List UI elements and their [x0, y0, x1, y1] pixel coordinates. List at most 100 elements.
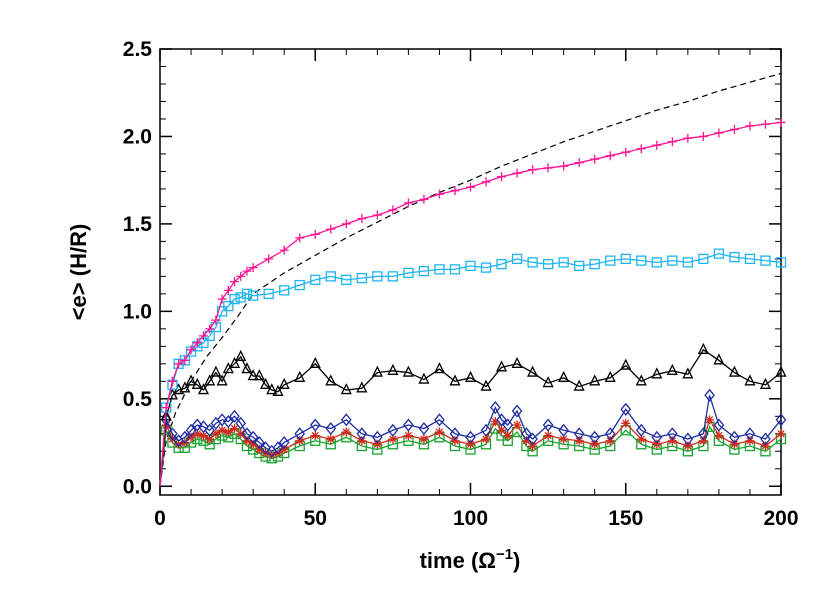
data-point [589, 430, 601, 444]
data-point [198, 431, 208, 441]
data-point [253, 369, 265, 381]
data-point [418, 422, 430, 436]
data-point [372, 430, 383, 444]
data-point [272, 384, 284, 396]
data-point [310, 229, 320, 239]
data-point [371, 365, 383, 377]
data-point [229, 409, 240, 423]
data-point [558, 370, 570, 382]
series-line [159, 252, 782, 487]
data-point [223, 285, 233, 295]
data-point [167, 427, 178, 441]
data-point [651, 367, 663, 379]
data-point [666, 427, 678, 441]
data-point [621, 418, 631, 428]
data-point [254, 436, 265, 450]
data-point [309, 356, 321, 368]
data-point [294, 370, 306, 382]
data-point [186, 432, 196, 442]
data-point [211, 429, 221, 439]
x-tick-label: 150 [608, 507, 643, 530]
data-point [573, 379, 585, 391]
data-point [465, 260, 476, 272]
data-point [497, 172, 507, 182]
data-point [205, 434, 215, 444]
data-point [403, 198, 413, 208]
data-point [745, 121, 755, 131]
data-point [242, 436, 252, 446]
data-point [651, 430, 663, 444]
data-point [434, 413, 445, 427]
data-point [278, 436, 290, 450]
data-point [294, 427, 306, 441]
data-point [372, 210, 382, 220]
series-4 [159, 415, 786, 487]
data-point [704, 388, 715, 402]
data-point [403, 418, 414, 432]
data-point [222, 415, 234, 429]
data-point [589, 258, 600, 270]
data-point [713, 248, 725, 259]
data-point [480, 423, 492, 437]
data-point [698, 427, 709, 441]
data-point [241, 427, 253, 441]
data-point [714, 431, 724, 441]
data-point [247, 290, 259, 301]
data-point [605, 151, 615, 161]
data-point [574, 158, 584, 168]
data-point [161, 403, 171, 413]
series-line [159, 395, 782, 487]
data-point [464, 370, 477, 382]
data-point [191, 418, 203, 432]
data-point [667, 436, 677, 446]
data-point [260, 441, 271, 455]
data-point [387, 423, 399, 437]
y-tick-label: 2.0 [123, 125, 152, 148]
data-point [180, 355, 190, 365]
x-tick-label: 50 [304, 507, 327, 530]
data-point [604, 370, 616, 382]
data-point [760, 119, 770, 129]
data-point [760, 441, 770, 451]
data-point [235, 292, 246, 303]
data-point [210, 365, 222, 377]
data-point [543, 163, 553, 173]
data-point [340, 413, 352, 427]
data-point [528, 441, 538, 451]
data-point [635, 374, 647, 386]
data-point [729, 251, 740, 263]
data-point [714, 128, 724, 138]
data-point [192, 338, 202, 348]
y-tick-label: 1.5 [123, 213, 153, 236]
data-point [419, 194, 429, 204]
data-point [760, 432, 771, 446]
data-point [527, 365, 539, 377]
data-point [235, 349, 247, 361]
data-point [403, 431, 413, 441]
data-point [744, 374, 756, 386]
data-point [574, 260, 585, 272]
data-point [776, 429, 786, 439]
data-point [434, 264, 445, 275]
data-point [667, 137, 677, 147]
data-point [198, 331, 208, 341]
y-axis-ticks: 0.0 0.5 1.0 1.5 2.0 2.5 [123, 38, 781, 498]
data-point [211, 315, 221, 325]
data-point [605, 436, 615, 446]
reference-curve [159, 72, 782, 487]
data-point [490, 417, 500, 427]
data-point [356, 427, 368, 441]
data-point [223, 300, 234, 312]
data-point [511, 253, 523, 265]
data-point [698, 436, 708, 446]
data-point [705, 415, 715, 425]
data-point [698, 253, 709, 265]
data-point [433, 362, 446, 374]
data-point [496, 258, 507, 270]
series-line [159, 425, 782, 487]
data-point [542, 418, 554, 432]
data-point [620, 253, 631, 265]
data-point [341, 219, 351, 229]
data-point [697, 342, 709, 354]
data-point [527, 257, 538, 268]
